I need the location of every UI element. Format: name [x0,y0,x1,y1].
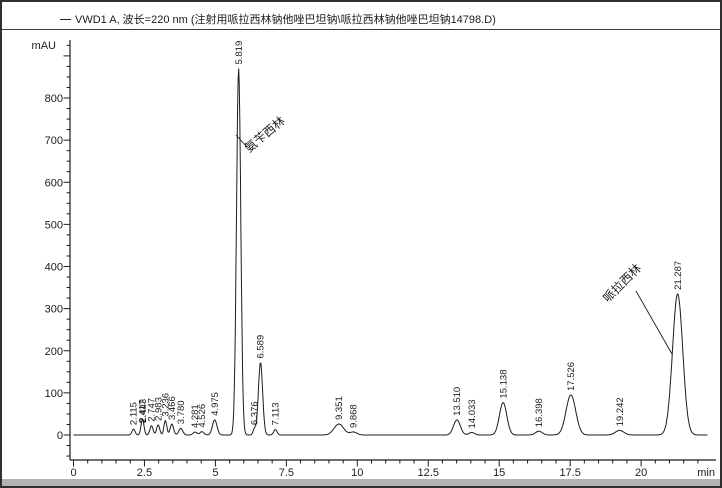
y-tick-label: 400 [45,262,63,274]
peak-rt-label: 2.747 [147,398,158,422]
signal-title: VWD1 A, 波长=220 nm (注射用哌拉西林钠他唑巴坦钠\哌拉西林钠他唑… [75,14,496,26]
peak-rt-label: 3.780 [176,400,187,424]
compound-annotation-label: 哌拉西林 [600,261,645,306]
peak-rt-label: 7.113 [271,402,282,425]
peak-rt-label: 19.242 [615,397,626,426]
y-tick-label: 800 [45,93,63,105]
peak-rt-label: 3.236 [161,393,172,417]
peak-rt-label: 3.466 [167,396,178,420]
annotation-leader-line [635,290,673,355]
y-axis-unit-label: mAU [32,40,57,52]
y-tick-label: 600 [45,177,63,189]
y-tick-label: 0 [57,430,63,442]
y-tick-label: 500 [45,219,63,231]
peak-rt-label: 2.443 [138,399,149,423]
x-tick-label: 17.5 [559,467,580,479]
x-tick-label: 12.5 [418,467,439,479]
peak-rt-label: 9.868 [349,404,360,428]
y-tick-label: 200 [45,346,63,358]
x-tick-label: 2.5 [137,467,152,479]
x-tick-label: 10 [351,467,363,479]
peak-rt-label: 4.975 [210,392,221,416]
peak-rt-label: 21.287 [673,261,684,290]
y-tick-label: 300 [45,304,63,316]
signal-legend-line-icon [60,19,71,20]
peak-rt-label: 14.033 [467,399,478,428]
annotation-leader-line [235,134,248,148]
chromatogram-trace [73,68,708,436]
peak-rt-label: 15.138 [498,370,509,399]
y-tick-label: 700 [45,135,63,147]
x-tick-label: 0 [70,467,76,479]
peak-rt-label: 13.510 [452,387,463,416]
peak-rt-label: 17.526 [566,362,577,391]
signal-header: VWD1 A, 波长=220 nm (注射用哌拉西林钠他唑巴坦钠\哌拉西林钠他唑… [60,11,496,27]
x-axis-unit-label: min [697,467,715,479]
peak-rt-label: 9.351 [334,396,345,420]
peak-rt-label: 2.417 [137,400,148,424]
peak-rt-label: 2.983 [153,397,164,421]
peak-rt-label: 2.115 [129,402,140,425]
peak-rt-label: 16.398 [534,398,545,427]
scan-edge-shadow [2,479,720,486]
x-tick-label: 5 [212,467,218,479]
x-tick-label: 7.5 [279,467,294,479]
compound-annotation-label: 氨苄西林 [242,114,288,156]
peak-rt-label: 4.281 [190,404,201,428]
x-tick-label: 20 [635,467,647,479]
header-divider [2,29,720,30]
x-tick-label: 15 [493,467,505,479]
peak-rt-label: 6.376 [250,401,261,425]
peak-rt-label: 4.526 [197,404,208,428]
y-tick-label: 100 [45,388,63,400]
peak-rt-label: 6.589 [256,335,267,359]
peak-rt-label: 5.819 [234,41,245,65]
